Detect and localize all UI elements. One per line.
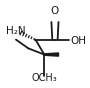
Polygon shape xyxy=(44,53,58,56)
Text: O: O xyxy=(51,6,59,16)
Text: OCH₃: OCH₃ xyxy=(31,73,57,83)
Text: OH: OH xyxy=(70,36,86,46)
Text: H₂N: H₂N xyxy=(6,26,26,36)
